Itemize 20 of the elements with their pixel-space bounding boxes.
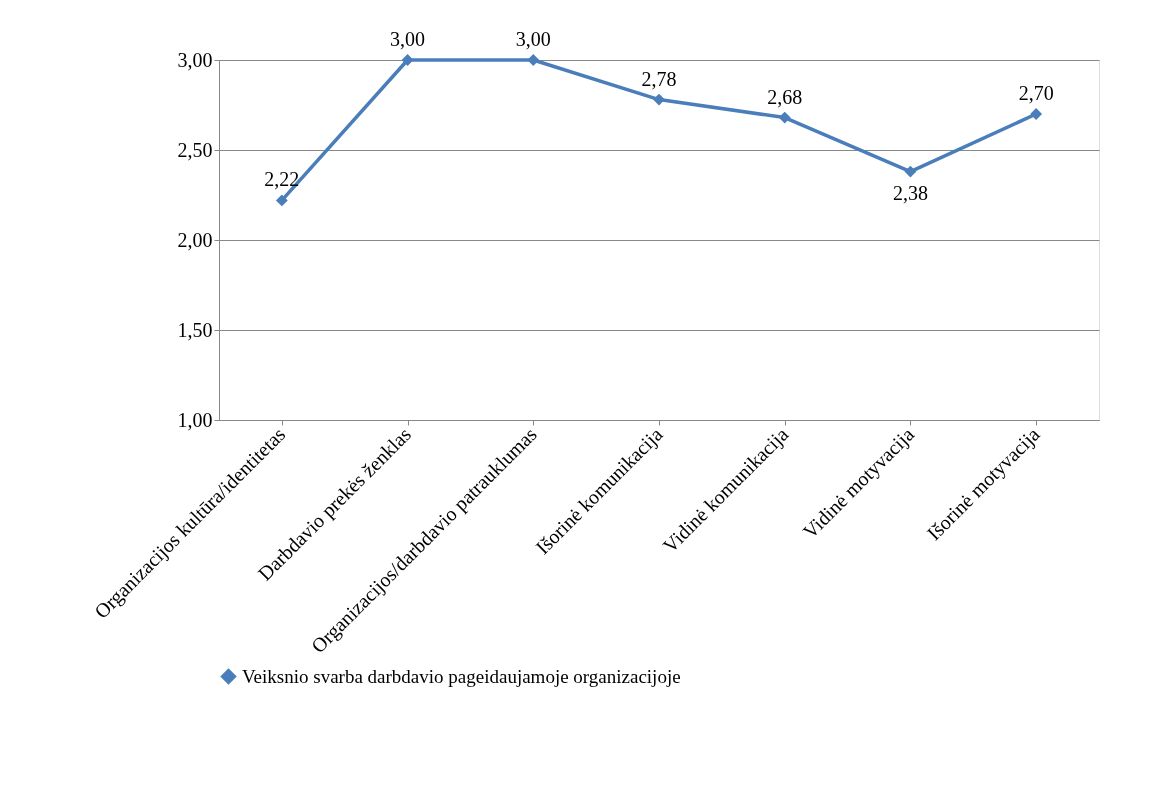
point — [778, 111, 791, 124]
point — [275, 194, 288, 207]
y-tick-label: 1,50 — [177, 318, 213, 341]
y-tick-label: 3,00 — [177, 48, 213, 71]
data-label: 2,22 — [264, 168, 300, 191]
data-label: 2,70 — [1018, 82, 1054, 104]
y-tick-label: 2,00 — [177, 228, 213, 251]
y-tick-label: 2,50 — [177, 138, 213, 161]
point — [401, 54, 414, 66]
point — [904, 165, 917, 178]
data-label: 2,38 — [892, 181, 928, 204]
data-label: 2,78 — [641, 67, 677, 90]
data-label: 3,00 — [515, 28, 551, 50]
point — [653, 93, 665, 106]
data-label: 2,68 — [767, 85, 803, 108]
point — [527, 54, 540, 66]
y-tick-label: 1,00 — [177, 408, 213, 431]
legend-label: Veiksnio svarba darbdavio pageidaujamoje organizacijoje — [242, 665, 681, 687]
point — [1030, 108, 1043, 120]
data-label: 3,00 — [390, 28, 426, 50]
